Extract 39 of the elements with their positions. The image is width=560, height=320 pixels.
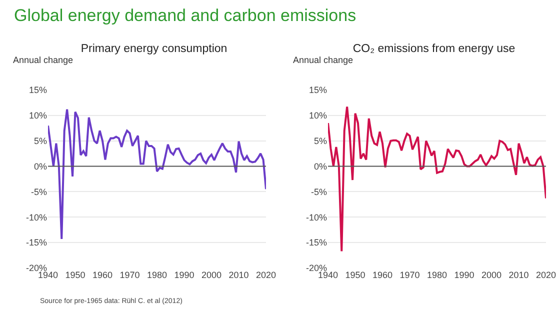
x-tick-label: 1950 — [345, 270, 366, 280]
x-tick-label: 1960 — [372, 270, 393, 280]
y-axis-title: Annual change — [13, 55, 74, 65]
x-tick-label: 1980 — [146, 270, 168, 280]
x-tick-label: 2020 — [536, 270, 556, 280]
y-axis-title: Annual change — [293, 55, 354, 65]
y-tick-label: -10% — [26, 212, 47, 222]
y-tick-label: 0% — [314, 161, 327, 172]
chart-subtitle: CO₂ emissions from energy use — [352, 42, 516, 55]
y-tick-label: -15% — [26, 238, 47, 248]
y-tick-label: 15% — [28, 85, 47, 96]
chart-title: Global energy demand and carbon emissions — [14, 6, 356, 26]
x-tick-label: 2000 — [201, 270, 222, 280]
y-tick-label: -10% — [306, 212, 327, 222]
x-tick-label: 1990 — [454, 270, 474, 280]
x-tick-label: 1960 — [92, 270, 113, 280]
y-tick-label: 5% — [314, 136, 327, 146]
x-tick-label: 1950 — [65, 270, 86, 280]
y-tick-label: -5% — [310, 186, 327, 197]
chart-subtitle: Primary energy consumption — [80, 42, 228, 55]
x-tick-label: 2010 — [508, 270, 529, 280]
x-tick-label: 1970 — [400, 270, 420, 280]
y-tick-label: 10% — [308, 110, 327, 121]
y-tick-label: -15% — [306, 238, 327, 248]
y-tick-label: 15% — [308, 85, 327, 96]
x-tick-label: 2000 — [481, 270, 502, 280]
x-tick-label: 1980 — [426, 270, 448, 280]
y-tick-label: -5% — [30, 186, 47, 197]
y-tick-label: 5% — [34, 136, 47, 146]
x-tick-label: 1940 — [318, 270, 338, 280]
x-tick-label: 1970 — [120, 270, 140, 280]
x-tick-label: 2020 — [256, 270, 276, 280]
line-series — [48, 108, 266, 240]
x-tick-label: 2010 — [228, 270, 249, 280]
x-tick-label: 1990 — [174, 270, 194, 280]
line-series — [328, 106, 546, 252]
y-tick-label: 0% — [34, 161, 47, 172]
x-tick-label: 1940 — [38, 270, 58, 280]
y-tick-label: 10% — [28, 110, 47, 121]
